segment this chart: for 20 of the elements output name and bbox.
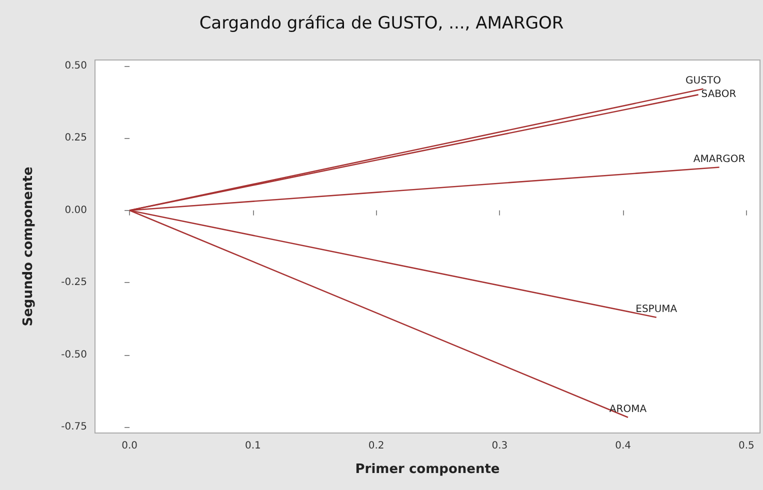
series-label: SABOR [701, 89, 736, 100]
y-tick-label: -0.75 [61, 422, 87, 433]
series-label: AROMA [609, 404, 647, 415]
x-tick-label: 0.0 [122, 440, 138, 452]
x-tick-label: 0.2 [368, 440, 384, 452]
x-tick-label: 0.5 [738, 440, 754, 452]
y-tick-label: 0.25 [64, 132, 87, 144]
y-tick-label: 0.50 [64, 60, 87, 72]
chart-title: Cargando gráfica de GUSTO, ..., AMARGOR [199, 14, 564, 34]
y-axis-title: Segundo componente [21, 166, 36, 326]
x-axis-title: Primer componente [355, 462, 500, 477]
series-label: GUSTO [686, 75, 722, 86]
series-label: ESPUMA [636, 304, 678, 315]
y-tick-label: 0.00 [64, 204, 87, 216]
x-tick-label: 0.3 [492, 440, 508, 452]
series-label: AMARGOR [693, 154, 746, 165]
y-tick-label: -0.50 [61, 349, 87, 360]
y-tick-label: -0.25 [61, 277, 87, 288]
x-tick-label: 0.4 [615, 440, 632, 452]
x-tick-label: 0.1 [244, 440, 261, 452]
